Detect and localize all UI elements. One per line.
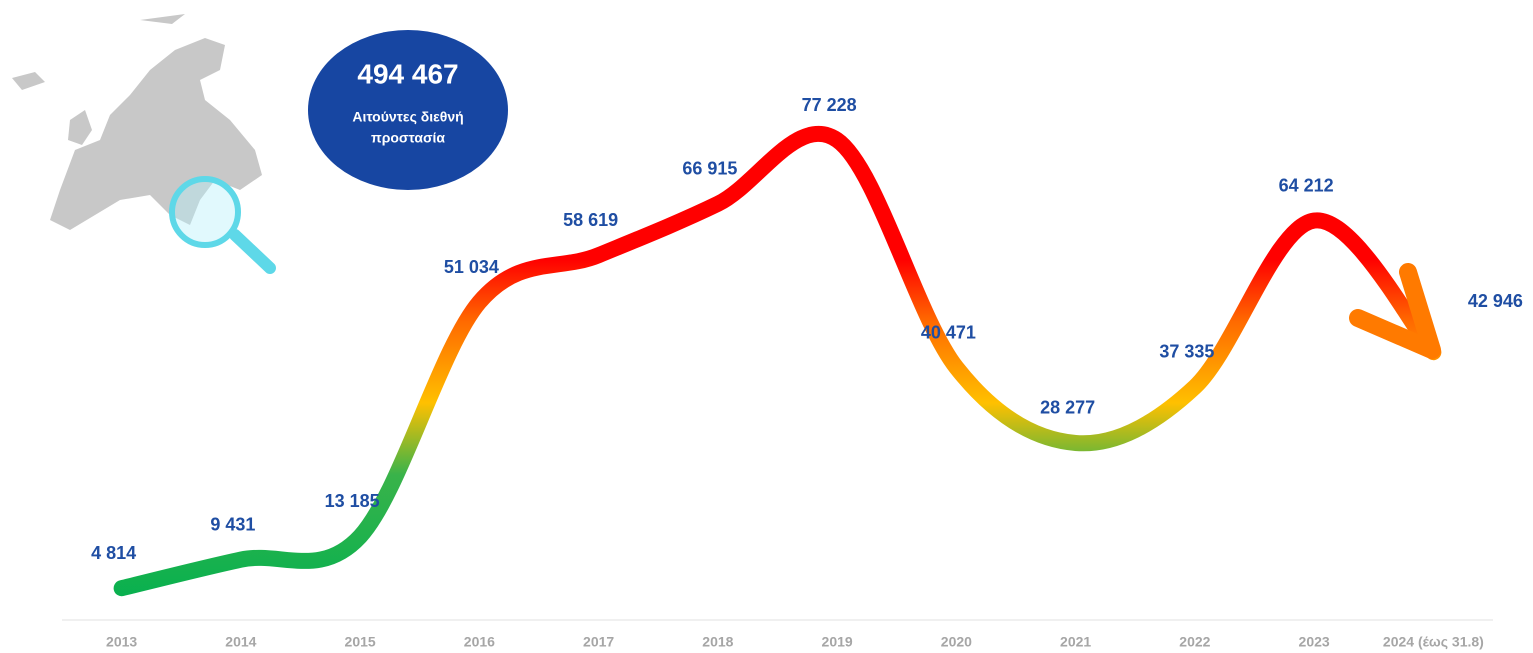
- value-label: 4 814: [91, 543, 136, 563]
- x-tick-label: 2024 (έως 31.8): [1383, 634, 1484, 650]
- x-tick-label: 2018: [702, 634, 733, 650]
- value-label: 28 277: [1040, 398, 1095, 418]
- line: [113, 125, 1442, 597]
- x-tick-label: 2015: [345, 634, 376, 650]
- value-label: 42 946: [1468, 291, 1523, 311]
- value-label: 77 228: [802, 95, 857, 115]
- x-tick-label: 2020: [941, 634, 972, 650]
- x-tick-label: 2017: [583, 634, 614, 650]
- total: 494 467: [357, 58, 458, 89]
- x-tick-label: 2022: [1179, 634, 1210, 650]
- x-tick-label: 2014: [225, 634, 256, 650]
- total-label: Αιτούντες διεθνή: [352, 109, 463, 125]
- total-bubble: [308, 30, 508, 190]
- x-tick-label: 2013: [106, 634, 137, 650]
- magnifier: [169, 176, 276, 274]
- value-label: 58 619: [563, 210, 618, 230]
- value-label: 51 034: [444, 257, 499, 277]
- value-label: 66 915: [682, 159, 737, 179]
- x-tick-label: 2023: [1299, 634, 1330, 650]
- value-label: 40 471: [921, 322, 976, 342]
- x-tick-label: 2016: [464, 634, 495, 650]
- x-tick-label: 2021: [1060, 634, 1091, 650]
- value-label: 9 431: [210, 514, 255, 534]
- x-tick-label: 2019: [822, 634, 853, 650]
- arrow-head: [1349, 263, 1441, 359]
- total-label: προστασία: [371, 130, 445, 146]
- value-label: 13 185: [325, 491, 380, 511]
- value-label: 37 335: [1159, 342, 1214, 362]
- value-label: 64 212: [1279, 175, 1334, 195]
